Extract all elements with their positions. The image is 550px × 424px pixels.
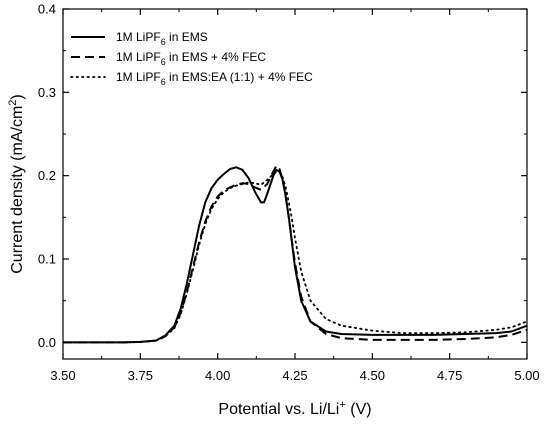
x-tick-label: 4.00 — [205, 368, 230, 383]
x-tick-label: 5.00 — [514, 368, 539, 383]
y-axis-label-unit: ) — [9, 94, 26, 99]
x-tick-label: 4.25 — [282, 368, 307, 383]
x-tick-label: 4.75 — [437, 368, 462, 383]
legend-label-rest: in EMS:EA (1:1) + 4% FEC — [166, 70, 313, 84]
x-axis-label-sup: + — [339, 399, 345, 411]
x-tick-label: 4.50 — [360, 368, 385, 383]
legend-label-rest: in EMS — [166, 30, 208, 44]
x-tick-label: 3.75 — [128, 368, 153, 383]
axes: 3.50 3.75 4.00 4.25 4.50 4.75 5.00 0.0 0.1 0.2 0.3… — [7, 2, 540, 419]
x-axis-label-main: Potential vs. Li/Li — [218, 401, 339, 418]
y-tick-label: 0.4 — [38, 2, 56, 17]
y-tick-label: 0.0 — [38, 335, 56, 350]
y-tick-label: 0.1 — [38, 252, 56, 267]
x-axis-label: Potential vs. Li/Li+ (V) — [218, 399, 371, 418]
y-tick-label: 0.2 — [38, 168, 56, 183]
plot-area — [63, 164, 527, 344]
series-line-2 — [63, 164, 527, 344]
legend-label-sub: 6 — [161, 57, 166, 67]
y-tick-label: 0.3 — [38, 85, 56, 100]
y-axis-label-sup: 2 — [7, 100, 19, 106]
x-axis-label-unit: (V) — [346, 401, 372, 418]
y-axis-label-main: Current density (mA/cm — [9, 106, 26, 274]
legend-label-main: 1M LiPF — [116, 70, 161, 84]
legend-label-main: 1M LiPF — [116, 30, 161, 44]
legend-label-main: 1M LiPF — [116, 50, 161, 64]
y-axis-label: Current density (mA/cm2) — [7, 94, 26, 274]
legend-label-sub: 6 — [161, 77, 166, 87]
legend-label-sub: 6 — [161, 37, 166, 47]
x-tick-label: 3.50 — [50, 368, 75, 383]
series-line-1 — [63, 166, 527, 344]
legend-label-3: 1M LiPF6 in EMS:EA (1:1) + 4% FEC — [116, 70, 313, 87]
legend-label-2: 1M LiPF6 in EMS + 4% FEC — [116, 50, 266, 67]
legend-label-1: 1M LiPF6 in EMS — [116, 30, 208, 47]
legend-label-rest: in EMS + 4% FEC — [166, 50, 267, 64]
